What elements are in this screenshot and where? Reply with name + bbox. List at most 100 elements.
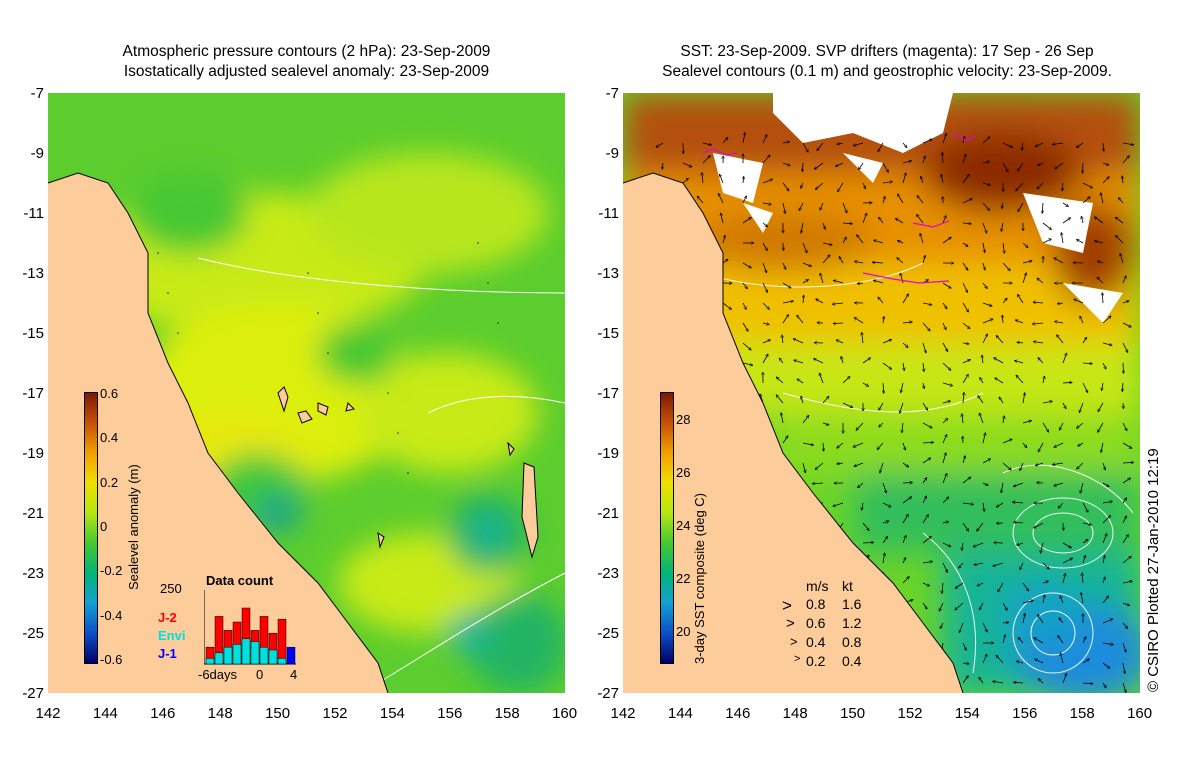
- velocity-arrow: [902, 462, 909, 467]
- velocity-arrow: [959, 622, 964, 633]
- velocity-arrow: [793, 339, 804, 344]
- velocity-arrow: [837, 143, 844, 144]
- velocity-arrow: [1002, 622, 1009, 623]
- latitude-tick: -23: [22, 565, 44, 582]
- velocity-arrow: [962, 642, 967, 651]
- velocity-arrow: [882, 536, 888, 544]
- velocity-arrow: [1043, 376, 1045, 384]
- longitude-tick: 146: [150, 705, 176, 722]
- velocity-arrow: [862, 502, 863, 510]
- velocity-arrow: [901, 382, 904, 393]
- velocity-arrow: [1082, 539, 1088, 544]
- velocity-arrow: [1017, 202, 1024, 212]
- velocity-arrow: [1122, 322, 1131, 328]
- colorbar-tick: 0: [100, 519, 108, 534]
- velocity-arrow: [1037, 278, 1044, 284]
- velocity-arrow: [1102, 163, 1109, 165]
- velocity-arrow: [1122, 602, 1130, 606]
- velocity-arrow: [801, 222, 804, 233]
- latitude-tick: -23: [597, 565, 619, 582]
- velocity-arrow: [902, 322, 913, 323]
- velocity-arrow: [882, 362, 892, 369]
- velocity-arrow: [922, 477, 927, 484]
- latitude-tick: -21: [597, 505, 619, 522]
- velocity-arrow: [983, 502, 984, 512]
- velocity-arrow: [762, 282, 769, 293]
- velocity-arrow: [897, 194, 904, 204]
- velocity-arrow: [782, 335, 783, 344]
- velocity-arrow: [942, 322, 946, 330]
- velocity-arrow: [762, 134, 767, 144]
- velocity-arrow: [902, 576, 909, 584]
- longitude-tick: 160: [552, 705, 578, 722]
- velocity-arrow: [802, 415, 809, 424]
- velocity-arrow: [1102, 482, 1109, 488]
- sealevel-contours: [702, 262, 1134, 674]
- velocity-arrow: [942, 562, 949, 573]
- velocity-arrow: [1118, 197, 1124, 204]
- velocity-arrow: [1122, 662, 1125, 674]
- latitude-tick: -19: [597, 445, 619, 462]
- velocity-arrow: [1013, 482, 1024, 487]
- velocity-arrow: [813, 358, 824, 364]
- longitude-tick: 144: [92, 705, 118, 722]
- velocity-arrow: [962, 413, 963, 424]
- velocity-arrow: [1034, 658, 1044, 664]
- velocity-arrow: [978, 395, 984, 404]
- velocity-arrow: [1042, 422, 1050, 432]
- velocity-arrow: [1122, 682, 1126, 693]
- velocity-arrow: [942, 452, 946, 464]
- velocity-arrow: [822, 255, 830, 264]
- velocity-arrow: [842, 376, 850, 384]
- velocity-arrow: [962, 374, 969, 384]
- velocity-arrow: [922, 302, 932, 305]
- velocity-arrow: [838, 256, 844, 264]
- latitude-tick: -7: [605, 85, 619, 102]
- velocity-arrow: [1078, 442, 1084, 447]
- velocity-arrow: [853, 442, 864, 447]
- velocity-arrow: [996, 502, 1004, 508]
- histogram-bar-j2: [277, 618, 287, 665]
- colorbar-tick: 0.6: [100, 386, 119, 401]
- velocity-arrow: [802, 262, 812, 266]
- velocity-arrow: [873, 240, 884, 244]
- cloud-mask: [713, 93, 1123, 323]
- velocity-arrow: [1022, 582, 1029, 591]
- velocity-arrow: [995, 377, 1004, 384]
- velocity-arrow: [1017, 342, 1024, 343]
- velocity-arrow: [877, 442, 884, 450]
- colorbar-tick: 26: [676, 465, 691, 480]
- velocity-arrow: [1094, 217, 1104, 224]
- velocity-arrow: [1013, 682, 1024, 683]
- velocity-arrow: [1014, 360, 1024, 364]
- velocity-arrow: [801, 182, 804, 189]
- velocity-arrow: [1042, 401, 1053, 403]
- histogram-bar-envi: [205, 658, 215, 665]
- velocity-arrow: [1082, 555, 1086, 564]
- velocity-arrow: [822, 222, 825, 229]
- velocity-arrow: [743, 176, 744, 184]
- velocity-arrow: [1081, 592, 1084, 604]
- velocity-arrow: [1033, 341, 1044, 343]
- velocity-arrow: [1061, 232, 1064, 244]
- velocity-arrow: [962, 198, 972, 204]
- velocity-arrow: [1038, 678, 1044, 684]
- velocity-arrow: [1122, 642, 1126, 652]
- velocity-key-arrow: >: [782, 596, 792, 615]
- velocity-key-kt: 0.4: [842, 653, 862, 669]
- velocity-arrow: [997, 582, 1004, 592]
- velocity-arrow: [1062, 402, 1067, 409]
- velocity-arrow: [1122, 301, 1129, 304]
- velocity-key-ms: 0.6: [806, 615, 826, 631]
- longitude-tick: 142: [610, 705, 636, 722]
- velocity-arrow: [1102, 342, 1112, 345]
- latitude-tick: -7: [30, 85, 44, 102]
- velocity-arrow: [1074, 299, 1084, 304]
- velocity-arrow: [782, 141, 790, 143]
- velocity-arrow: [962, 174, 969, 184]
- velocity-arrow: [721, 213, 724, 224]
- velocity-arrow: [722, 259, 728, 264]
- velocity-arrow: [902, 557, 907, 564]
- velocity-arrow: [1122, 622, 1128, 629]
- velocity-arrow: [1032, 323, 1044, 324]
